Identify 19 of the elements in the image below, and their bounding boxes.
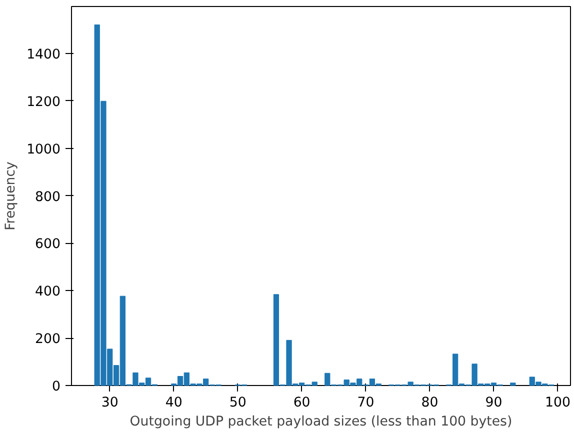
x-tick-label: 80: [421, 396, 438, 410]
y-axis-title: Frequency: [4, 161, 19, 230]
y-tick-label: 200: [35, 332, 61, 348]
y-tick-label: 400: [35, 284, 61, 300]
x-axis-title: Outgoing UDP packet payload sizes (less than 100 bytes): [130, 414, 512, 430]
y-tick-label: 0: [52, 380, 61, 394]
x-tick-label: 40: [165, 396, 182, 410]
y-tick-label: 600: [35, 237, 61, 252]
y-tick-label: 1400: [26, 47, 61, 62]
x-tick-label: 30: [101, 396, 118, 410]
y-tick-label: 1000: [26, 142, 61, 158]
x-tick-label: 90: [485, 396, 502, 410]
y-tick-label: 800: [35, 190, 61, 205]
y-tick-label: 1200: [26, 94, 61, 110]
x-tick-label: 100: [544, 396, 570, 410]
x-tick-label: 50: [229, 396, 246, 410]
x-tick-label: 60: [293, 396, 310, 410]
x-tick-label: 70: [357, 396, 374, 410]
bar: [510, 382, 516, 386]
